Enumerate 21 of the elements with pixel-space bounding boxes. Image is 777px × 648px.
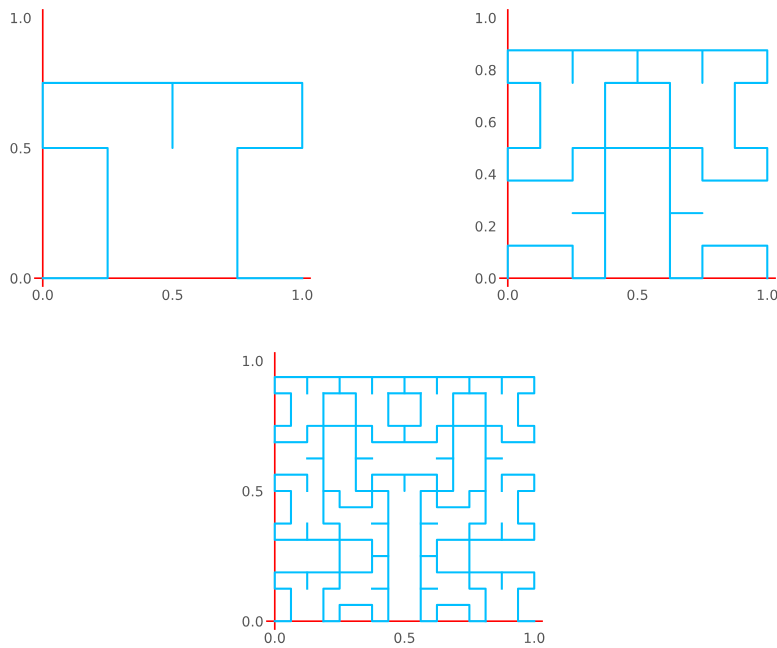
y-tick-label: 0.5 <box>10 142 30 154</box>
x-tick-label: 0.5 <box>627 290 648 300</box>
x-tick-label: 0.0 <box>32 290 53 300</box>
y-tick-label: 0.0 <box>242 616 263 627</box>
y-tick-label: 0.6 <box>476 116 496 128</box>
x-tick-label: 1.0 <box>758 290 777 300</box>
y-tick-label: 0.2 <box>476 221 496 232</box>
y-tick-label: 0.0 <box>476 273 496 284</box>
y-tick-label: 0.5 <box>242 486 262 496</box>
x-tick-label: 0.0 <box>264 632 285 644</box>
x-tick-label: 0.0 <box>498 290 518 300</box>
y-tick-label: 0.8 <box>476 64 496 76</box>
y-tick-label: 0.0 <box>10 273 31 284</box>
x-tick-label: 1.0 <box>524 632 544 644</box>
x-tick-label: 0.5 <box>162 290 182 300</box>
x-tick-label: 0.5 <box>394 632 414 644</box>
y-tick-label: 0.4 <box>476 169 496 180</box>
x-tick-label: 1.0 <box>292 290 312 300</box>
y-tick-label: 1.0 <box>476 12 496 24</box>
y-tick-label: 1.0 <box>11 12 31 24</box>
y-tick-label: 1.0 <box>243 356 263 366</box>
